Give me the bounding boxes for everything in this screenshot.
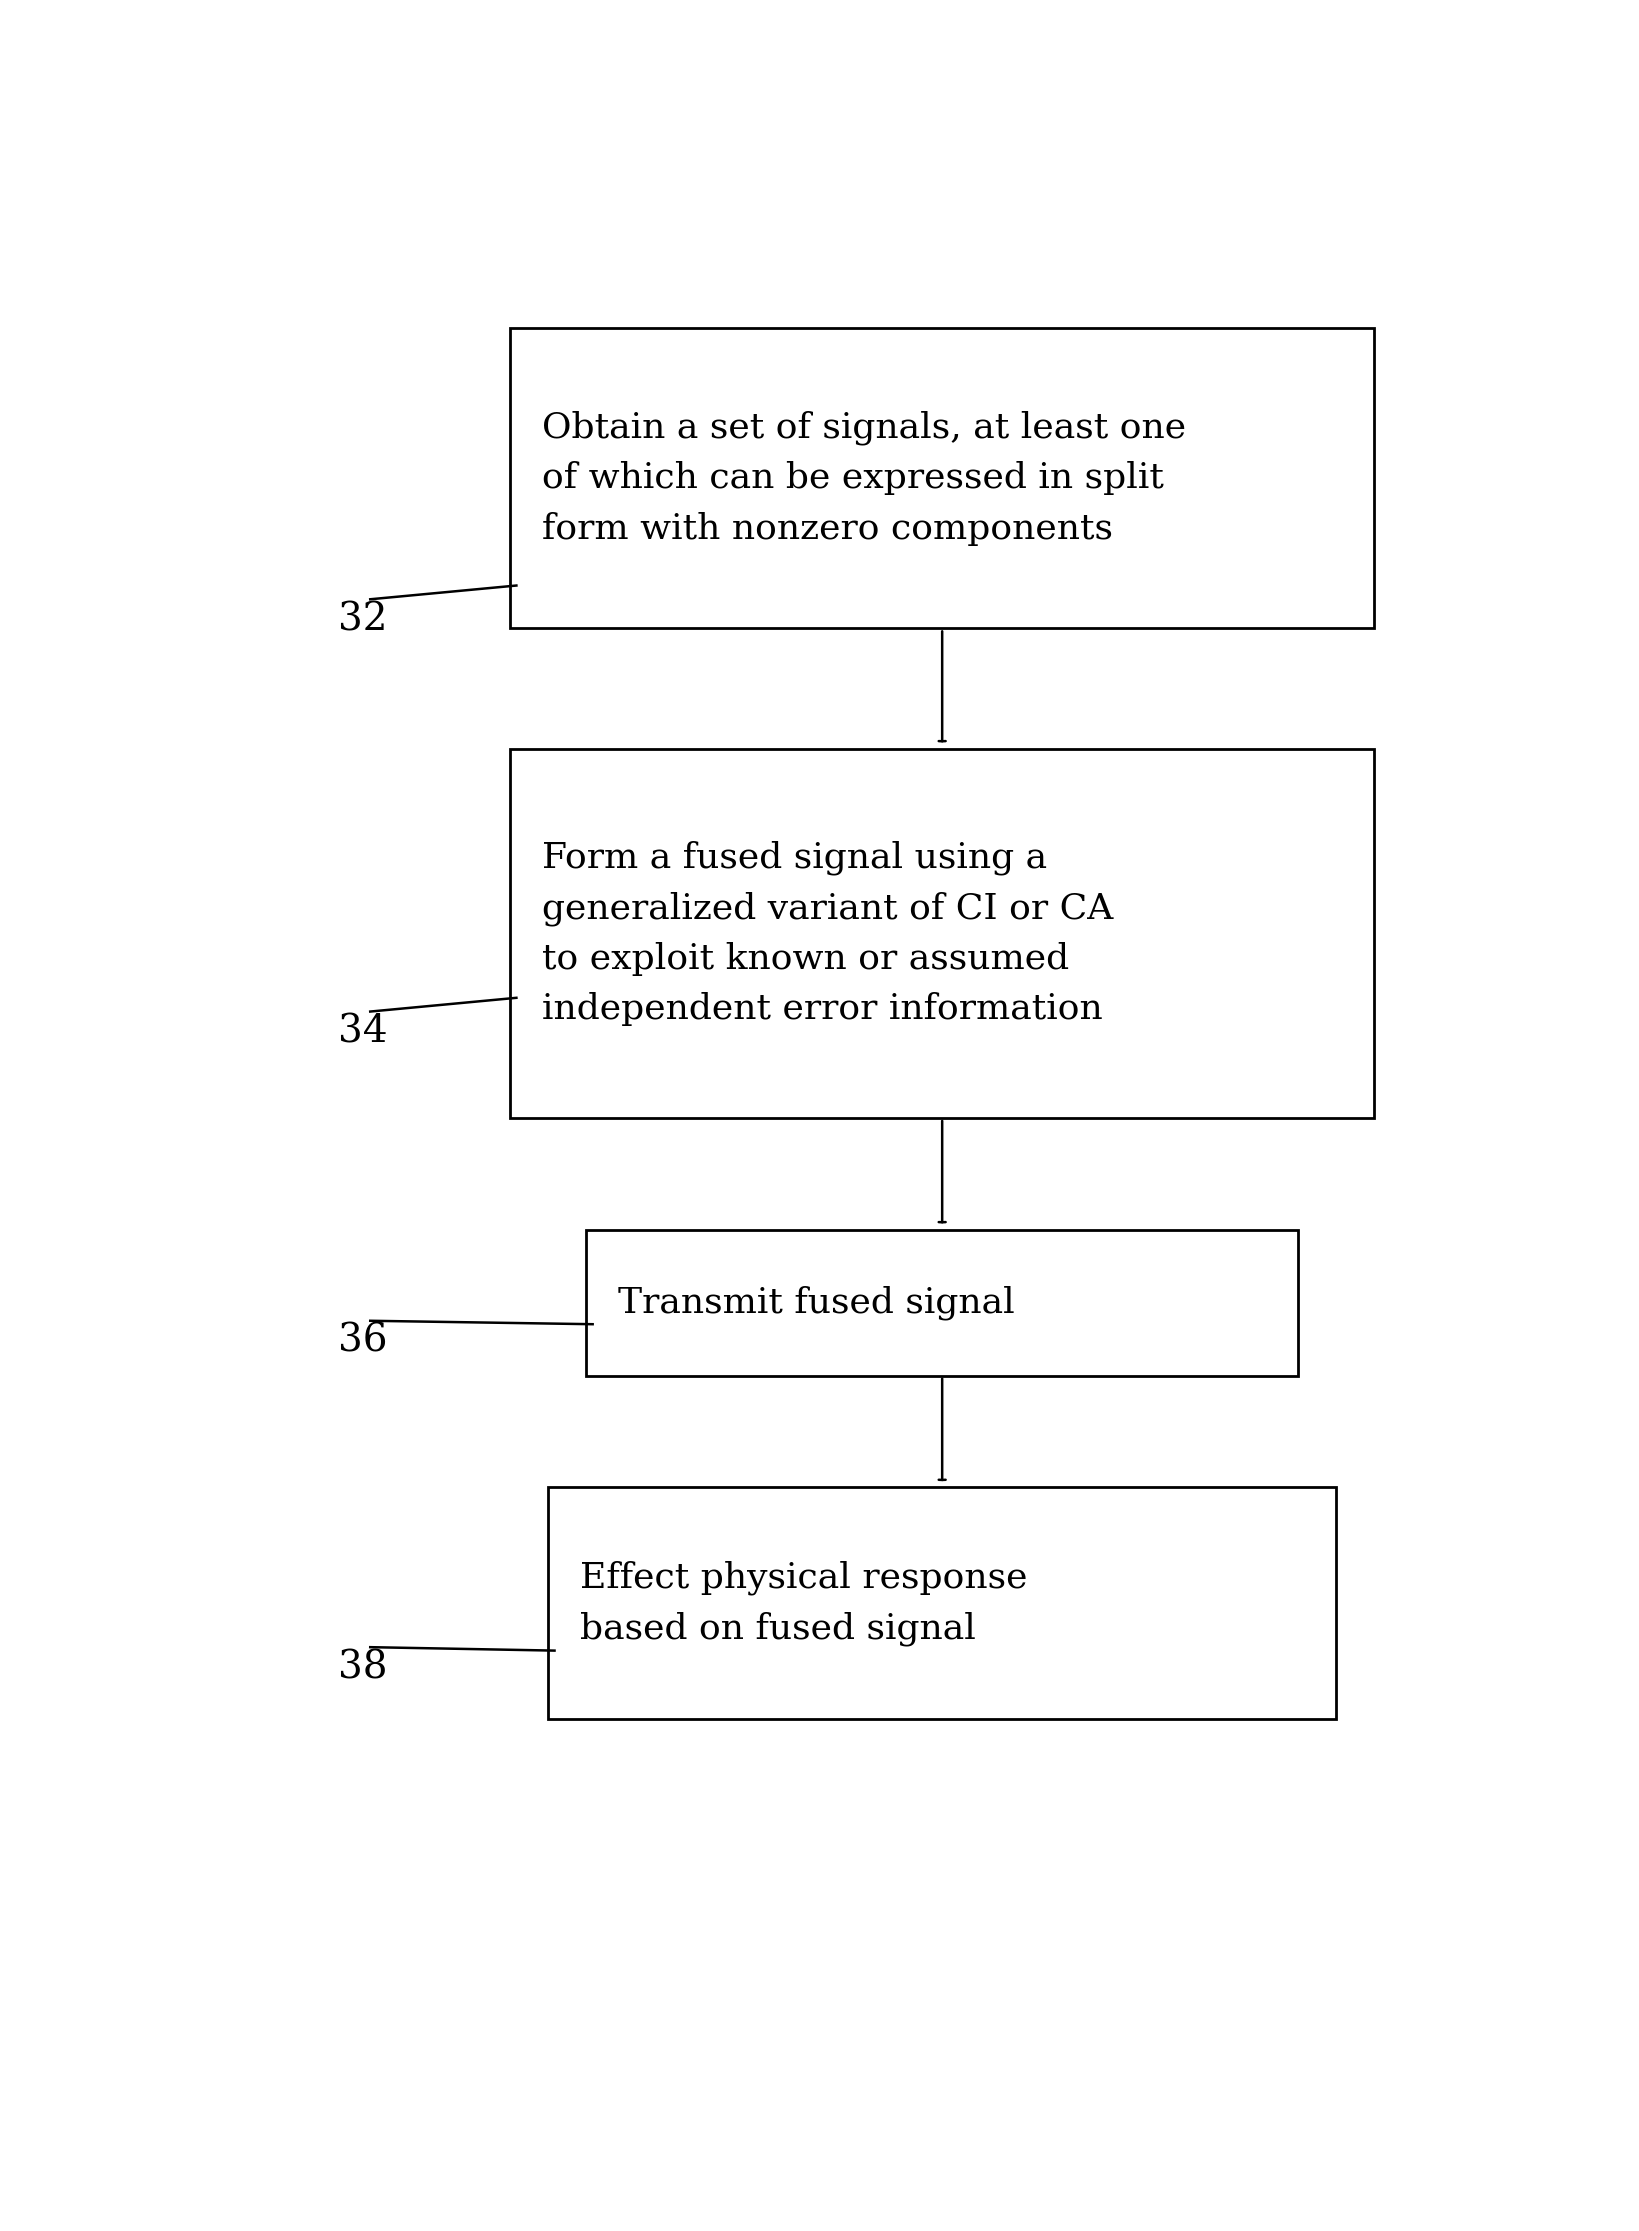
Text: Effect physical response
based on fused signal: Effect physical response based on fused … [580, 1562, 1026, 1646]
Text: 32: 32 [338, 602, 388, 638]
FancyBboxPatch shape [510, 750, 1373, 1118]
Text: 38: 38 [338, 1649, 388, 1687]
Text: 34: 34 [338, 1013, 388, 1051]
FancyBboxPatch shape [510, 328, 1373, 629]
Text: Form a fused signal using a
generalized variant of CI or CA
to exploit known or : Form a fused signal using a generalized … [541, 841, 1113, 1026]
Text: Obtain a set of signals, at least one
of which can be expressed in split
form wi: Obtain a set of signals, at least one of… [541, 411, 1185, 547]
FancyBboxPatch shape [587, 1229, 1298, 1377]
Text: 36: 36 [338, 1323, 388, 1361]
Text: Transmit fused signal: Transmit fused signal [618, 1285, 1015, 1321]
FancyBboxPatch shape [547, 1488, 1336, 1720]
